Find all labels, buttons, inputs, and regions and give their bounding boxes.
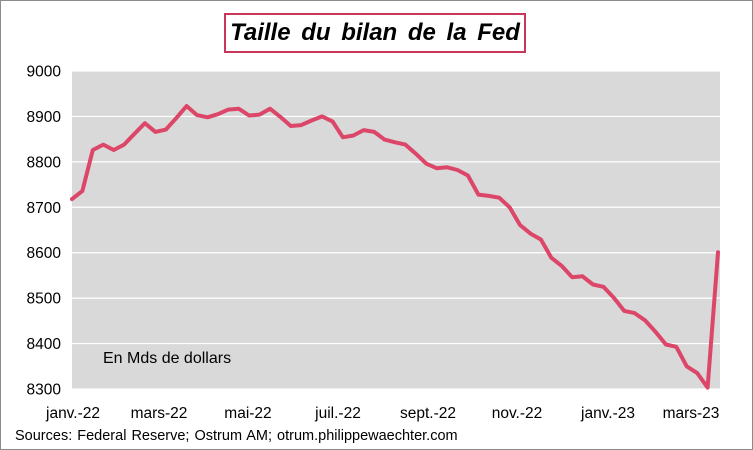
series-line-fed-balance: [70, 104, 720, 390]
y-tick-label: 8900: [27, 109, 62, 126]
y-axis: 8300 8400 8500 8600 8700 8800 8900 9000: [27, 64, 62, 399]
x-tick-label: mai-22: [224, 405, 271, 422]
y-tick-label: 8800: [27, 154, 62, 171]
chart-title: Taille du bilan de la Fed: [230, 19, 520, 46]
y-tick-label: 9000: [27, 64, 62, 81]
x-tick-label: janv.-22: [45, 405, 100, 422]
y-tick-label: 8300: [27, 382, 62, 399]
source-note: Sources: Federal Reserve; Ostrum AM; otr…: [15, 428, 458, 444]
unit-annotation: En Mds de dollars: [103, 350, 232, 367]
y-tick-label: 8700: [27, 200, 62, 217]
x-tick-label: juil.-22: [314, 405, 361, 422]
y-tick-label: 8500: [27, 291, 62, 308]
x-axis: janv.-22 mars-22 mai-22 juil.-22 sept.-22 nov…: [45, 405, 719, 422]
gridlines: [72, 70, 720, 390]
plot-area: [72, 71, 720, 389]
y-tick-label: 8400: [27, 336, 62, 353]
x-tick-label: mars-22: [131, 405, 188, 422]
x-tick-label: sept.-22: [400, 405, 456, 422]
x-tick-label: janv.-23: [580, 405, 635, 422]
y-tick-label: 8600: [27, 245, 62, 262]
x-tick-label: mars-23: [663, 405, 720, 422]
x-tick-label: nov.-22: [492, 405, 543, 422]
chart-title-box: Taille du bilan de la Fed: [224, 13, 526, 53]
